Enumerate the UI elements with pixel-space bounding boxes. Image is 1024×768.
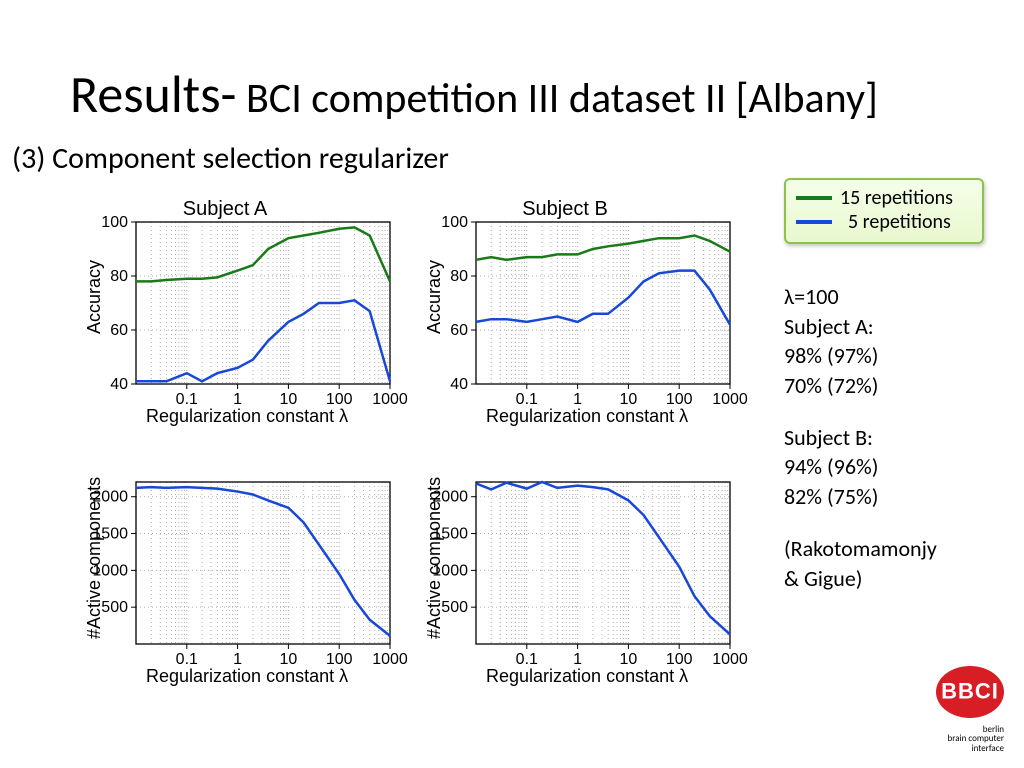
svg-text:60: 60 (450, 322, 468, 339)
svg-text:60: 60 (110, 322, 128, 339)
legend-label-15: 15 repetitions (840, 186, 953, 210)
slide-subtitle: (3) Component selection regularizer (12, 140, 449, 177)
slide-title: Results- BCI competition III dataset II … (70, 62, 878, 126)
title-main: Results- (70, 62, 236, 126)
svg-text:1000: 1000 (712, 651, 748, 668)
citation-1: (Rakotomamonjy (784, 534, 994, 564)
svg-text:40: 40 (110, 376, 128, 393)
svg-text:500: 500 (441, 599, 468, 616)
bbci-logo: BBCI berlin brain computer interface (936, 666, 1004, 753)
svg-text:1000: 1000 (372, 651, 408, 668)
legend-item-5: 5 repetitions (796, 210, 972, 234)
legend-swatch-green (796, 196, 832, 200)
legend-item-15: 15 repetitions (796, 186, 972, 210)
results-text: λ=100 Subject A: 98% (97%) 70% (72%) Sub… (784, 282, 994, 593)
subjB-result-2: 82% (75%) (784, 482, 994, 512)
subjA-result-2: 70% (72%) (784, 371, 994, 401)
legend-box: 15 repetitions 5 repetitions (784, 178, 984, 244)
chart-subjB-components: 0.11101001000500100015002000#Active comp… (410, 460, 750, 710)
logo-text: BBCI (941, 678, 999, 704)
legend-label-5: 5 repetitions (848, 210, 951, 234)
legend-swatch-blue (796, 220, 832, 224)
logo-subtitle: berlin brain computer interface (936, 725, 1004, 753)
lambda-value: λ=100 (784, 282, 994, 312)
svg-text:80: 80 (110, 268, 128, 285)
subjB-header: Subject B: (784, 423, 994, 453)
svg-text:80: 80 (450, 268, 468, 285)
chart-grid: Subject A0.11101001000406080100AccuracyR… (70, 200, 750, 710)
subjB-result-1: 94% (96%) (784, 452, 994, 482)
chart-subjB-accuracy: Subject B0.11101001000406080100AccuracyR… (410, 200, 750, 450)
svg-text:1000: 1000 (372, 391, 408, 408)
svg-text:1000: 1000 (712, 391, 748, 408)
title-rest: BCI competition III dataset II [Albany] (236, 73, 877, 124)
logo-circle: BBCI (936, 666, 1004, 718)
chart-subjA-components: 0.11101001000500100015002000#Active comp… (70, 460, 410, 710)
subjA-header: Subject A: (784, 312, 994, 342)
chart-subjA-accuracy: Subject A0.11101001000406080100AccuracyR… (70, 200, 410, 450)
citation-2: & Gigue) (784, 564, 994, 594)
subjA-result-1: 98% (97%) (784, 341, 994, 371)
svg-text:40: 40 (450, 376, 468, 393)
svg-text:500: 500 (101, 599, 128, 616)
logo-sub3: interface (936, 744, 1004, 753)
